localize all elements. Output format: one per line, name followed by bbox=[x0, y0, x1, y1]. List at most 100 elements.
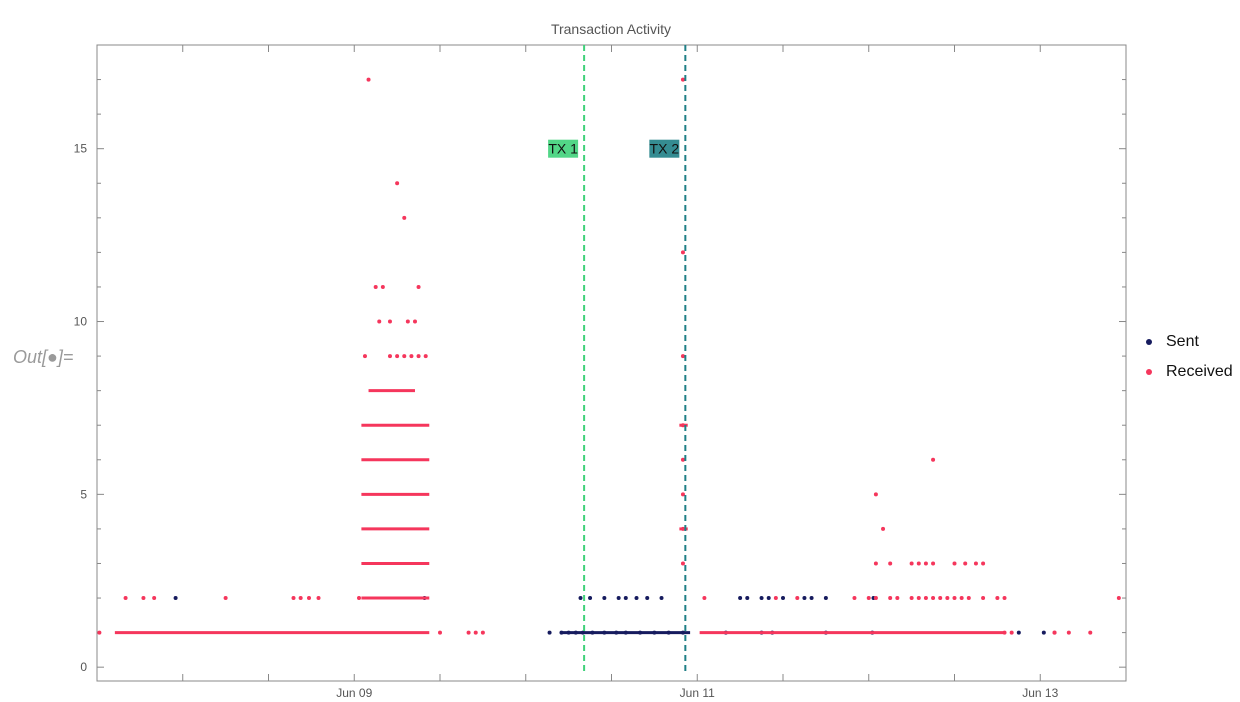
data-point-received bbox=[291, 596, 296, 601]
data-point-sent bbox=[634, 596, 639, 601]
data-point-received bbox=[1088, 630, 1093, 635]
data-point-received bbox=[680, 77, 685, 82]
data-point-sent bbox=[680, 630, 685, 635]
data-point-sent bbox=[602, 596, 607, 601]
data-point-received bbox=[866, 596, 871, 601]
data-point-sent bbox=[580, 630, 585, 635]
data-point-sent bbox=[623, 596, 628, 601]
data-point-received bbox=[916, 596, 921, 601]
data-point-sent bbox=[645, 596, 650, 601]
annotation-layer: TX 1 TX 2 bbox=[548, 45, 687, 671]
data-point-sent bbox=[781, 596, 785, 601]
data-point-received bbox=[387, 319, 392, 324]
data-point-sent bbox=[638, 630, 643, 635]
data-point-received bbox=[680, 526, 685, 531]
data-point-sent bbox=[745, 596, 750, 601]
data-point-received bbox=[680, 492, 685, 497]
data-point-sent bbox=[1041, 630, 1046, 635]
data-point-sent bbox=[1016, 630, 1021, 635]
data-point-received bbox=[795, 596, 800, 601]
data-point-received bbox=[916, 561, 921, 566]
data-point-received bbox=[223, 596, 228, 601]
data-point-received bbox=[395, 181, 400, 186]
data-point-received bbox=[680, 354, 685, 359]
data-point-received bbox=[377, 319, 382, 324]
data-point-sent bbox=[802, 596, 807, 601]
event-label-2: TX 2 bbox=[650, 141, 680, 157]
data-point-received bbox=[773, 596, 778, 601]
data-point-received bbox=[373, 284, 378, 289]
y-tick-label: 10 bbox=[74, 315, 88, 329]
chart-title: Transaction Activity bbox=[551, 21, 671, 37]
data-point-received bbox=[480, 630, 485, 635]
data-point-received bbox=[923, 596, 928, 601]
data-point-received bbox=[995, 596, 1000, 601]
data-point-received bbox=[702, 596, 707, 601]
data-point-sent bbox=[547, 630, 552, 635]
legend-entry-sent: Sent bbox=[1146, 333, 1199, 351]
data-point-received bbox=[973, 561, 978, 566]
y-tick-label: 0 bbox=[80, 660, 87, 674]
data-point-received bbox=[680, 250, 685, 255]
y-tick-label: 5 bbox=[80, 487, 87, 501]
data-point-received bbox=[888, 561, 893, 566]
data-point-received bbox=[981, 596, 986, 601]
data-point-sent bbox=[666, 630, 671, 635]
data-point-received bbox=[923, 561, 928, 566]
legend-label-sent: Sent bbox=[1166, 333, 1199, 350]
data-point-received bbox=[931, 457, 936, 462]
legend-entry-received: Received bbox=[1146, 363, 1233, 381]
data-point-received bbox=[852, 596, 857, 601]
data-point-sent bbox=[766, 596, 771, 601]
y-tick-label: 15 bbox=[74, 142, 88, 156]
data-point-received bbox=[1116, 596, 1121, 601]
data-point-received bbox=[357, 596, 362, 601]
event-label-1: TX 1 bbox=[548, 141, 578, 157]
data-point-received bbox=[680, 561, 685, 566]
data-point-received bbox=[1002, 596, 1007, 601]
data-point-received bbox=[402, 354, 407, 359]
data-point-received bbox=[387, 354, 392, 359]
data-point-sent bbox=[559, 630, 564, 635]
data-point-sent bbox=[614, 630, 619, 635]
data-point-received bbox=[316, 596, 321, 601]
data-point-received bbox=[895, 596, 900, 601]
data-point-sent bbox=[602, 630, 607, 635]
data-point-received bbox=[945, 596, 950, 601]
data-point-sent bbox=[759, 596, 764, 601]
data-point-received bbox=[412, 319, 417, 324]
data-point-received bbox=[438, 630, 442, 635]
data-point-received bbox=[402, 215, 407, 220]
data-point-received bbox=[298, 596, 303, 601]
data-point-sent bbox=[573, 630, 578, 635]
data-point-received bbox=[423, 354, 428, 359]
data-point-received bbox=[680, 423, 685, 428]
data-point-received bbox=[466, 630, 471, 635]
event-label-box-1 bbox=[548, 139, 579, 158]
legend-marker-sent bbox=[1146, 339, 1152, 345]
data-point-received bbox=[909, 596, 914, 601]
data-point-received bbox=[152, 596, 157, 601]
data-point-received bbox=[306, 596, 311, 601]
data-point-received bbox=[97, 630, 102, 635]
plot-frame bbox=[96, 44, 1127, 682]
data-point-received bbox=[881, 526, 886, 531]
data-point-received bbox=[873, 561, 878, 566]
data-point-received bbox=[873, 596, 878, 601]
x-tick-label: Jun 13 bbox=[1022, 686, 1058, 700]
data-point-sent bbox=[623, 630, 628, 635]
data-point-received bbox=[1066, 630, 1071, 635]
data-point-sent bbox=[616, 596, 621, 601]
data-point-sent bbox=[173, 596, 178, 601]
data-point-sent bbox=[809, 596, 814, 601]
data-point-received bbox=[409, 354, 414, 359]
data-point-received bbox=[952, 561, 957, 566]
data-point-sent bbox=[590, 630, 595, 635]
series-received bbox=[97, 77, 1121, 635]
axes: 0 5 10 15 Jun 09 Jun 11 Jun 13 bbox=[74, 45, 1127, 700]
data-point-received bbox=[680, 457, 685, 462]
data-point-received bbox=[909, 561, 914, 566]
data-point-received bbox=[1052, 630, 1057, 635]
output-cell-label: Out[●]= bbox=[13, 347, 74, 367]
